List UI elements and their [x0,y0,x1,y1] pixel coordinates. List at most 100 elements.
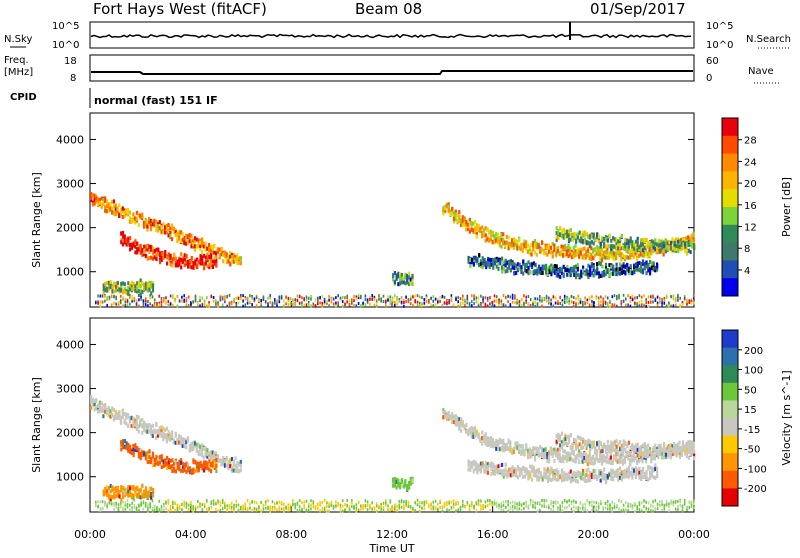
scatter-cell [600,296,602,299]
scatter-cell [494,294,496,297]
scatter-cell [380,298,382,301]
scatter-cell [401,301,403,304]
scatter-cell [476,501,478,504]
echo-cell-a [95,399,97,403]
scatter-cell [498,506,500,509]
scatter-cell [471,504,473,507]
scatter-cell [322,507,324,510]
scatter-cell [668,505,670,508]
scatter-cell [473,506,475,509]
echo-cell-e [545,447,547,451]
scatter-cell [288,303,290,306]
scatter-cell [408,501,410,504]
scatter-cell [367,508,369,511]
scatter-cell [383,300,385,303]
scatter-cell [190,302,192,305]
scatter-cell [630,305,632,308]
scatter-cell [627,303,629,306]
scatter-cell [655,499,657,502]
scatter-cell [394,304,396,307]
echo-cell-e [548,458,550,462]
scatter-cell [267,507,269,510]
scatter-cell [220,504,222,507]
scatter-cell [487,297,489,300]
echo-cell-g [654,238,656,242]
scatter-cell [353,304,355,307]
scatter-cell [673,297,675,300]
scatter-cell [254,297,256,300]
scatter-cell [448,509,450,512]
scatter-cell [519,502,521,505]
scatter-cell [457,305,459,308]
scatter-cell [120,502,122,505]
scatter-cell [559,296,561,299]
scatter-cell [163,509,165,512]
scatter-cell [328,304,330,307]
echo-cell-a [138,223,140,227]
scatter-cell [186,297,188,300]
scatter-cell [279,506,281,509]
scatter-cell [387,505,389,508]
echo-cell-e [465,423,467,427]
scatter-cell [661,301,663,304]
scatter-cell [566,297,568,300]
scatter-cell [442,304,444,307]
scatter-cell [215,303,217,306]
scatter-cell [242,294,244,297]
scatter-cell [435,298,437,301]
scatter-cell [417,294,419,297]
scatter-cell [181,503,183,506]
scatter-cell [396,299,398,302]
scatter-cell [650,505,652,508]
scatter-cell [537,298,539,301]
scatter-cell [553,305,555,308]
scatter-cell [288,507,290,510]
scatter-cell [231,506,233,509]
scatter-cell [113,302,115,305]
scatter-cell [648,301,650,304]
scatter-cell [399,500,401,503]
echo-cell-e [575,244,577,248]
echo-cell-e [523,451,525,455]
scatter-cell [562,509,564,512]
scatter-cell [272,302,274,305]
scatter-cell [596,506,598,509]
scatter-cell [480,504,482,507]
scatter-cell [376,505,378,508]
scatter-cell [102,507,104,510]
echo-cell-f [542,271,544,275]
echo-cell-f [616,263,618,267]
scatter-cell [204,304,206,307]
scatter-cell [514,294,516,297]
scatter-cell [297,299,299,302]
echo-cell-e [583,247,585,251]
scatter-cell [670,500,672,503]
echo-cell-a [235,456,237,460]
scatter-cell [557,508,559,511]
scatter-cell [313,502,315,505]
scatter-cell [303,304,305,307]
scatter-cell [419,304,421,307]
scatter-cell [507,295,509,298]
echo-cell-b [129,236,131,240]
scatter-cell [641,303,643,306]
scatter-cell [301,508,303,511]
scatter-cell [612,509,614,512]
scatter-cell [525,296,527,299]
scatter-cell [677,294,679,297]
echo-cell-b [214,256,216,260]
scatter-cell [390,295,392,298]
echo-cell-f [577,263,579,267]
echo-cell-a [118,410,120,414]
scatter-cell [192,301,194,304]
echo-cell-b [203,266,205,270]
scatter-cell [584,302,586,305]
scatter-cell [584,503,586,506]
scatter-cell [605,506,607,509]
noise-left-tick-bottom: 10^0 [52,40,79,51]
echo-cell-e [451,207,453,211]
scatter-cell [131,508,133,511]
scatter-cell [537,510,539,513]
scatter-cell [652,510,654,513]
scatter-cell [621,500,623,503]
